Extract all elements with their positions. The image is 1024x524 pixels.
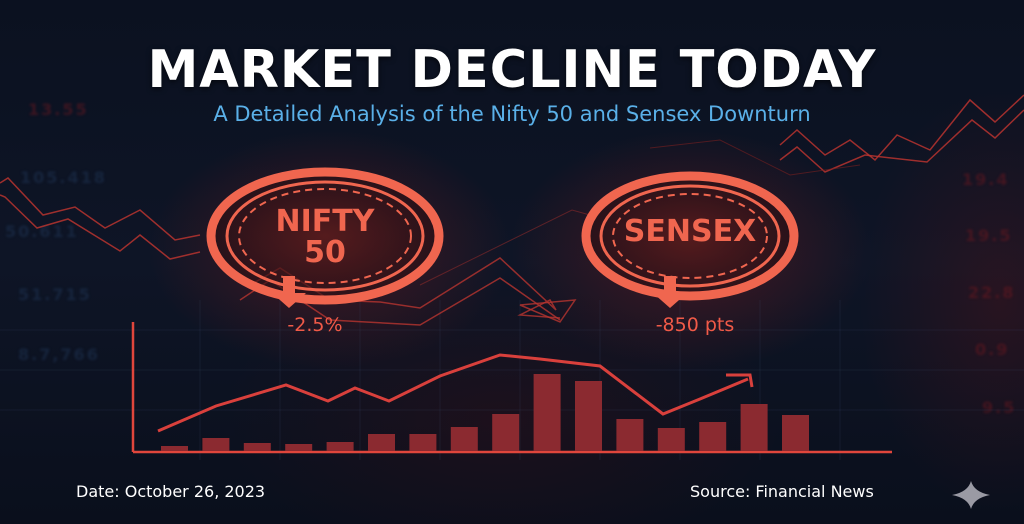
source-label: Source: Financial News bbox=[690, 482, 874, 501]
chart-bar bbox=[575, 381, 602, 451]
chart-bar bbox=[326, 442, 354, 451]
bg-number: 22.8 bbox=[968, 283, 1016, 302]
chart-bar bbox=[202, 438, 230, 451]
bg-number: 19.5 bbox=[965, 226, 1013, 245]
bg-number: 8.7,766 bbox=[18, 345, 100, 364]
chart-bar bbox=[616, 419, 644, 451]
chart-bar bbox=[450, 427, 478, 451]
chart-bar bbox=[533, 374, 561, 451]
chart-bar bbox=[243, 443, 271, 451]
chart-bar bbox=[657, 428, 685, 451]
nifty-label-line1: NIFTY bbox=[275, 204, 375, 239]
chart-bar bbox=[699, 422, 727, 451]
arrow-down-icon bbox=[272, 276, 306, 308]
bg-number: 13.55 bbox=[28, 100, 89, 119]
chart-bar bbox=[285, 444, 313, 451]
chart-bars bbox=[161, 374, 809, 451]
sensex-label: SENSEX bbox=[623, 214, 757, 249]
nifty-change-value: -2.5% bbox=[287, 314, 343, 336]
sensex-change-value: -850 pts bbox=[655, 314, 735, 336]
chart-axes bbox=[131, 322, 892, 454]
page-subtitle: A Detailed Analysis of the Nifty 50 and … bbox=[213, 102, 811, 126]
chart-bar bbox=[368, 434, 395, 451]
chart-bar bbox=[409, 434, 437, 451]
arrow-down-icon bbox=[653, 276, 687, 308]
bg-number: 0.9 bbox=[975, 340, 1010, 359]
bg-number: 105.418 bbox=[20, 168, 107, 187]
chart-bar bbox=[492, 414, 520, 451]
trend-arrow-up-icon bbox=[726, 373, 754, 388]
nifty-label-line2: 50 bbox=[304, 235, 346, 270]
page-title: MARKET DECLINE TODAY bbox=[147, 40, 877, 100]
sensex-badge bbox=[581, 171, 799, 301]
chart-bar bbox=[740, 404, 768, 451]
date-label: Date: October 26, 2023 bbox=[76, 482, 266, 501]
nifty-badge bbox=[206, 167, 444, 305]
chart-bar bbox=[161, 446, 188, 451]
trend-line bbox=[157, 353, 749, 433]
chart-bar bbox=[782, 415, 809, 451]
bg-number: 51.715 bbox=[18, 285, 92, 304]
bg-number: 9.5 bbox=[982, 398, 1017, 417]
bg-number: 19.4 bbox=[962, 170, 1010, 189]
bg-number: 50.611 bbox=[5, 222, 79, 241]
